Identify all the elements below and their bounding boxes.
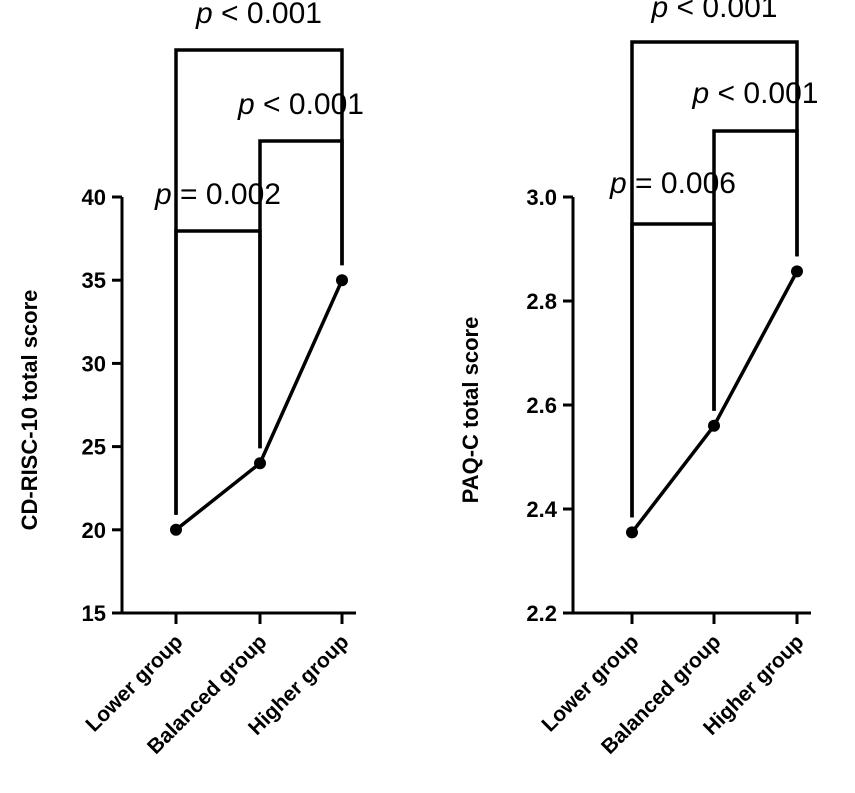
data-point — [708, 419, 720, 432]
y-tick-label: 2.8 — [526, 289, 557, 314]
y-tick-label: 30 — [82, 351, 106, 376]
data-point — [170, 523, 182, 536]
significance-bracket — [174, 48, 344, 515]
y-tick-label: 2.6 — [526, 393, 557, 418]
p-value-label: p = 0.006 — [609, 167, 736, 200]
p-value-label: p < 0.001 — [237, 88, 364, 121]
y-tick-label: 25 — [82, 435, 106, 460]
y-tick-label: 2.2 — [526, 601, 557, 626]
y-axis-title: CD-RISC-10 total score — [17, 290, 42, 531]
data-point — [791, 265, 803, 278]
p-value-label: p < 0.001 — [195, 0, 322, 30]
data-point — [626, 526, 638, 539]
y-axis-title: PAQ-C total score — [458, 317, 483, 504]
y-tick-label: 40 — [82, 185, 106, 210]
significance-bracket — [630, 222, 716, 518]
y-tick-label: 2.4 — [526, 497, 557, 522]
p-value-label: p = 0.002 — [154, 178, 281, 211]
data-point — [254, 457, 266, 470]
data-point — [336, 274, 348, 287]
p-value-label: p < 0.001 — [651, 0, 778, 24]
y-tick-label: 35 — [82, 268, 106, 293]
y-tick-label: 20 — [82, 518, 106, 543]
y-tick-label: 3.0 — [526, 185, 557, 210]
p-value-label: p < 0.001 — [692, 77, 819, 110]
significance-bracket — [630, 40, 799, 518]
y-tick-label: 15 — [82, 601, 106, 626]
